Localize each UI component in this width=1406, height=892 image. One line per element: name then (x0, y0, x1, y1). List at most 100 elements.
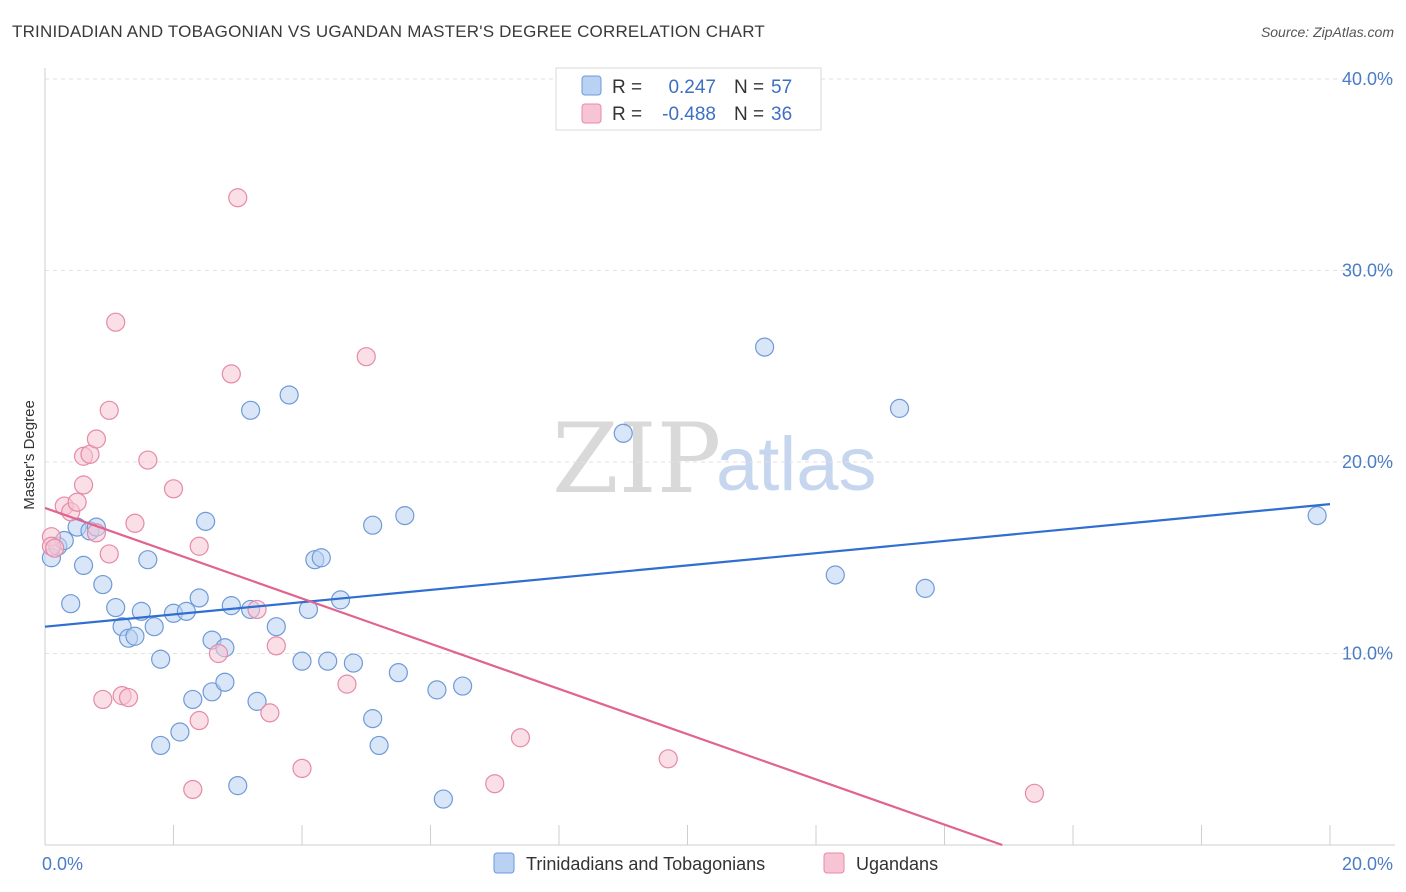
ugandan-point-16 (125, 513, 145, 533)
chart-title: TRINIDADIAN AND TOBAGONIAN VS UGANDAN MA… (12, 22, 765, 41)
ugandan-point-27 (266, 636, 286, 656)
bottom-legend-label-1: Trinidadians and Tobagonians (526, 854, 765, 874)
watermark-atlas: atlas (716, 422, 877, 507)
y-tick-label-0: 10.0% (1342, 644, 1393, 664)
trinidadian-point-51 (754, 337, 775, 357)
trinidadian-point-41 (343, 653, 363, 673)
ugandan-point-13 (106, 312, 126, 332)
ugandan-point-26 (260, 703, 280, 723)
trinidadian-point-24 (202, 682, 222, 702)
trinidadian-point-32 (247, 691, 267, 711)
ugandan-trend-line (44, 506, 1003, 847)
legend-n-label-1: N = (734, 77, 764, 98)
legend-swatch-pink (581, 103, 602, 124)
legend-r-value-2: -0.488 (662, 104, 716, 125)
trinidadian-point-5 (73, 555, 94, 576)
ugandan-point-19 (183, 779, 203, 800)
ugandan-point-20 (189, 536, 209, 556)
trinidadian-point-33 (266, 617, 286, 637)
ugandan-point-29 (337, 674, 357, 694)
trinidadian-point-53 (889, 398, 910, 418)
trinidadian-point-52 (825, 565, 845, 585)
ugandan-point-25 (247, 599, 267, 620)
trinidadian-point-3 (61, 594, 81, 614)
y-tick-label-3: 40.0% (1342, 69, 1393, 89)
legend-n-value-1: 57 (771, 77, 792, 98)
trinidadian-point-8 (93, 574, 113, 595)
trinidadian-point-46 (395, 506, 415, 526)
trinidadian-point-15 (144, 617, 164, 637)
ugandan-point-12 (99, 544, 119, 564)
ugandan-point-9 (86, 429, 107, 449)
trinidadian-point-39 (318, 651, 338, 671)
ugandan-point-31 (485, 774, 505, 794)
gridlines (45, 78, 1395, 654)
trinidadian-point-54 (915, 578, 935, 598)
ugandan-point-22 (208, 643, 229, 664)
ugandan-point-23 (221, 364, 241, 384)
trinidadian-point-23 (196, 511, 216, 531)
trinidadian-point-28 (221, 596, 241, 616)
trinidadian-point-20 (176, 601, 196, 621)
trinidadian-trend-line (44, 503, 1331, 628)
ugandan-point-24 (228, 188, 248, 208)
series-legend: Trinidadians and Tobagonians Ugandans (493, 852, 938, 874)
trinidadian-point-17 (151, 735, 171, 756)
ugandan-point-18 (163, 479, 184, 499)
trinidadian-point-45 (388, 663, 408, 683)
ugandan-point-11 (99, 400, 119, 420)
ugandan-point-21 (189, 710, 209, 731)
ugandan-point-33 (658, 749, 678, 769)
legend-r-label-1: R = (612, 77, 642, 98)
x-tick-label-1: 20.0% (1342, 854, 1393, 874)
x-tick-label-0: 0.0% (42, 854, 83, 874)
y-axis-label: Master's Degree (21, 400, 38, 510)
y-tick-label-2: 30.0% (1342, 261, 1393, 281)
trinidadian-point-19 (170, 722, 190, 742)
legend-swatch-blue (581, 75, 602, 96)
bottom-legend-label-2: Ugandans (856, 854, 938, 874)
trinidadian-point-50 (613, 423, 633, 443)
ugandan-point-4 (67, 492, 87, 512)
trinidadian-point-21 (183, 689, 203, 710)
trinidadian-point-55 (1307, 506, 1327, 526)
trinidadian-point-43 (363, 515, 383, 535)
trinidadian-point-12 (125, 626, 145, 646)
ugandan-point-15 (118, 687, 139, 708)
bottom-legend-swatch-pink (823, 852, 845, 874)
ugandan-point-35 (45, 538, 65, 558)
trinidadian-point-34 (279, 385, 299, 405)
trinidadian-point-35 (292, 651, 312, 671)
trinidadian-point-27 (215, 672, 235, 692)
y-tick-label-1: 20.0% (1342, 452, 1393, 472)
ugandan-point-34 (1024, 783, 1045, 803)
ugandan-point-28 (292, 758, 312, 779)
trinidadian-point-48 (433, 789, 453, 809)
trinidadian-point-42 (363, 709, 383, 729)
trinidadian-point-9 (106, 597, 126, 618)
legend-r-label-2: R = (612, 104, 642, 125)
trinidadian-point-13 (131, 601, 151, 621)
trinidadian-point-44 (369, 735, 389, 756)
ugandan-point-10 (93, 689, 113, 710)
trinidadian-point-14 (138, 550, 158, 570)
legend-n-label-2: N = (734, 104, 764, 125)
series-ugandans-points (41, 188, 1045, 803)
ugandan-point-17 (138, 450, 158, 470)
trinidadian-point-38 (311, 548, 331, 568)
legend-n-value-2: 36 (771, 104, 792, 125)
trinidadian-point-30 (241, 400, 261, 420)
axes (44, 68, 1395, 846)
trinidadian-point-22 (189, 588, 209, 608)
trinidadian-point-47 (427, 680, 447, 700)
series-trinidadians-points (41, 337, 1327, 809)
source-credit: Source: ZipAtlas.com (1260, 24, 1394, 40)
correlation-legend: R = 0.247 N = 57 R = -0.488 N = 36 (555, 67, 822, 131)
trend-lines (44, 503, 1331, 847)
trinidadian-point-29 (228, 776, 248, 796)
ugandan-point-32 (510, 728, 531, 748)
legend-r-value-1: 0.247 (668, 77, 716, 98)
ugandan-point-30 (356, 347, 376, 367)
tick-labels: 10.0% 20.0% 30.0% 40.0% 0.0% 20.0% (42, 69, 1393, 874)
